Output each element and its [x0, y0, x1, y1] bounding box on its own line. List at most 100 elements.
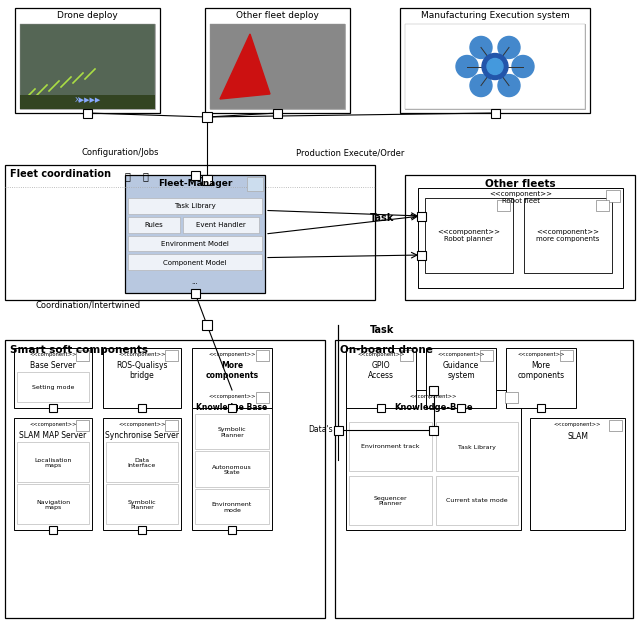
Text: Environment Model: Environment Model — [161, 241, 229, 247]
Bar — [76, 350, 89, 361]
Text: On-board drone: On-board drone — [340, 345, 433, 355]
Bar — [346, 348, 416, 408]
Bar — [596, 200, 609, 211]
Text: Other fleets: Other fleets — [484, 179, 556, 189]
Bar — [560, 350, 573, 361]
Bar — [192, 390, 272, 530]
Bar — [400, 350, 413, 361]
Bar — [128, 217, 180, 233]
Text: Current state mode: Current state mode — [446, 498, 508, 503]
Circle shape — [498, 74, 520, 96]
Text: <<component>>
Robot fleet: <<component>> Robot fleet — [489, 191, 552, 204]
Bar — [202, 112, 212, 122]
Text: <<component>>: <<component>> — [208, 394, 256, 399]
Bar — [609, 420, 622, 431]
Text: Guidance
system: Guidance system — [443, 361, 479, 381]
Text: Data
Interface: Data Interface — [128, 458, 156, 468]
Text: Knowledge-Base: Knowledge-Base — [394, 403, 473, 412]
Bar — [14, 418, 92, 530]
Text: Knowledge Base: Knowledge Base — [196, 403, 268, 412]
Bar — [524, 198, 612, 273]
Bar — [125, 175, 265, 293]
Text: Data's: Data's — [308, 426, 333, 434]
Bar — [210, 24, 345, 109]
Text: SLAM: SLAM — [567, 432, 588, 441]
Text: Configuration/Jobs: Configuration/Jobs — [81, 148, 159, 157]
Text: Drone deploy: Drone deploy — [57, 11, 118, 20]
Text: GPIO
Access: GPIO Access — [368, 361, 394, 381]
Bar — [480, 350, 493, 361]
Text: More
components: More components — [517, 361, 564, 381]
Text: Coordination/Intertwined: Coordination/Intertwined — [35, 301, 141, 310]
Text: Localisation
maps: Localisation maps — [35, 458, 72, 468]
Text: ...: ... — [191, 279, 198, 285]
Bar — [128, 198, 262, 214]
Text: Setting mode: Setting mode — [32, 386, 74, 391]
Bar — [256, 392, 269, 403]
Bar — [346, 390, 521, 530]
Bar — [202, 175, 212, 185]
Text: Task Library: Task Library — [174, 203, 216, 210]
Bar — [210, 24, 345, 109]
Bar — [335, 340, 633, 618]
Bar — [405, 24, 585, 109]
Text: <<component>>: <<component>> — [517, 352, 564, 357]
Text: Fleet coordination: Fleet coordination — [10, 169, 111, 179]
Circle shape — [470, 36, 492, 58]
Circle shape — [487, 58, 503, 74]
Bar — [17, 484, 89, 524]
Text: <<component>>: <<component>> — [118, 422, 166, 427]
Bar — [138, 526, 146, 534]
Bar — [83, 108, 92, 118]
Text: 🖥: 🖥 — [143, 171, 149, 181]
Bar — [505, 392, 518, 403]
Circle shape — [482, 53, 508, 80]
Bar — [76, 420, 89, 431]
Bar — [506, 348, 576, 408]
Bar — [106, 484, 178, 524]
Text: 🖨: 🖨 — [125, 171, 131, 181]
Text: Manufacturing Execution system: Manufacturing Execution system — [420, 11, 570, 20]
Bar — [228, 526, 236, 534]
Text: Sequencer
Planner: Sequencer Planner — [373, 496, 407, 506]
Bar — [165, 420, 178, 431]
Bar — [429, 426, 438, 434]
Bar — [106, 442, 178, 482]
Text: Task: Task — [370, 325, 394, 335]
Bar — [17, 442, 89, 482]
Text: Smart soft components: Smart soft components — [10, 345, 148, 355]
Text: <<component>>: <<component>> — [29, 422, 77, 427]
Bar — [537, 404, 545, 412]
Bar — [14, 348, 92, 408]
Bar — [349, 422, 431, 471]
Text: Symbolic
Planner: Symbolic Planner — [128, 500, 156, 510]
Text: Synchronise Server: Synchronise Server — [105, 431, 179, 440]
Bar — [606, 190, 620, 202]
Text: Component Model: Component Model — [163, 260, 227, 266]
Bar — [49, 404, 57, 412]
Bar — [457, 404, 465, 412]
Bar — [49, 526, 57, 534]
Text: <<component>>
more components: <<component>> more components — [536, 229, 600, 242]
Text: Task: Task — [370, 213, 394, 223]
Text: <<component>>: <<component>> — [118, 352, 166, 357]
Bar — [417, 212, 426, 220]
Bar — [405, 24, 585, 109]
Circle shape — [498, 36, 520, 58]
Text: Autonomous
State: Autonomous State — [212, 464, 252, 475]
Bar — [128, 254, 262, 270]
Text: <<component>>: <<component>> — [357, 352, 404, 357]
Bar — [377, 404, 385, 412]
Text: Base Server: Base Server — [30, 361, 76, 370]
Bar — [418, 188, 623, 288]
Polygon shape — [220, 34, 270, 99]
Text: <<component>>
Robot planner: <<component>> Robot planner — [438, 229, 500, 242]
Bar — [400, 8, 590, 113]
Bar — [417, 250, 426, 260]
Text: Navigation
maps: Navigation maps — [36, 500, 70, 510]
Bar — [405, 175, 635, 300]
Bar — [103, 418, 181, 530]
Text: <<component>>: <<component>> — [410, 394, 457, 399]
Text: Production Execute/Order: Production Execute/Order — [296, 148, 404, 157]
Circle shape — [470, 74, 492, 96]
